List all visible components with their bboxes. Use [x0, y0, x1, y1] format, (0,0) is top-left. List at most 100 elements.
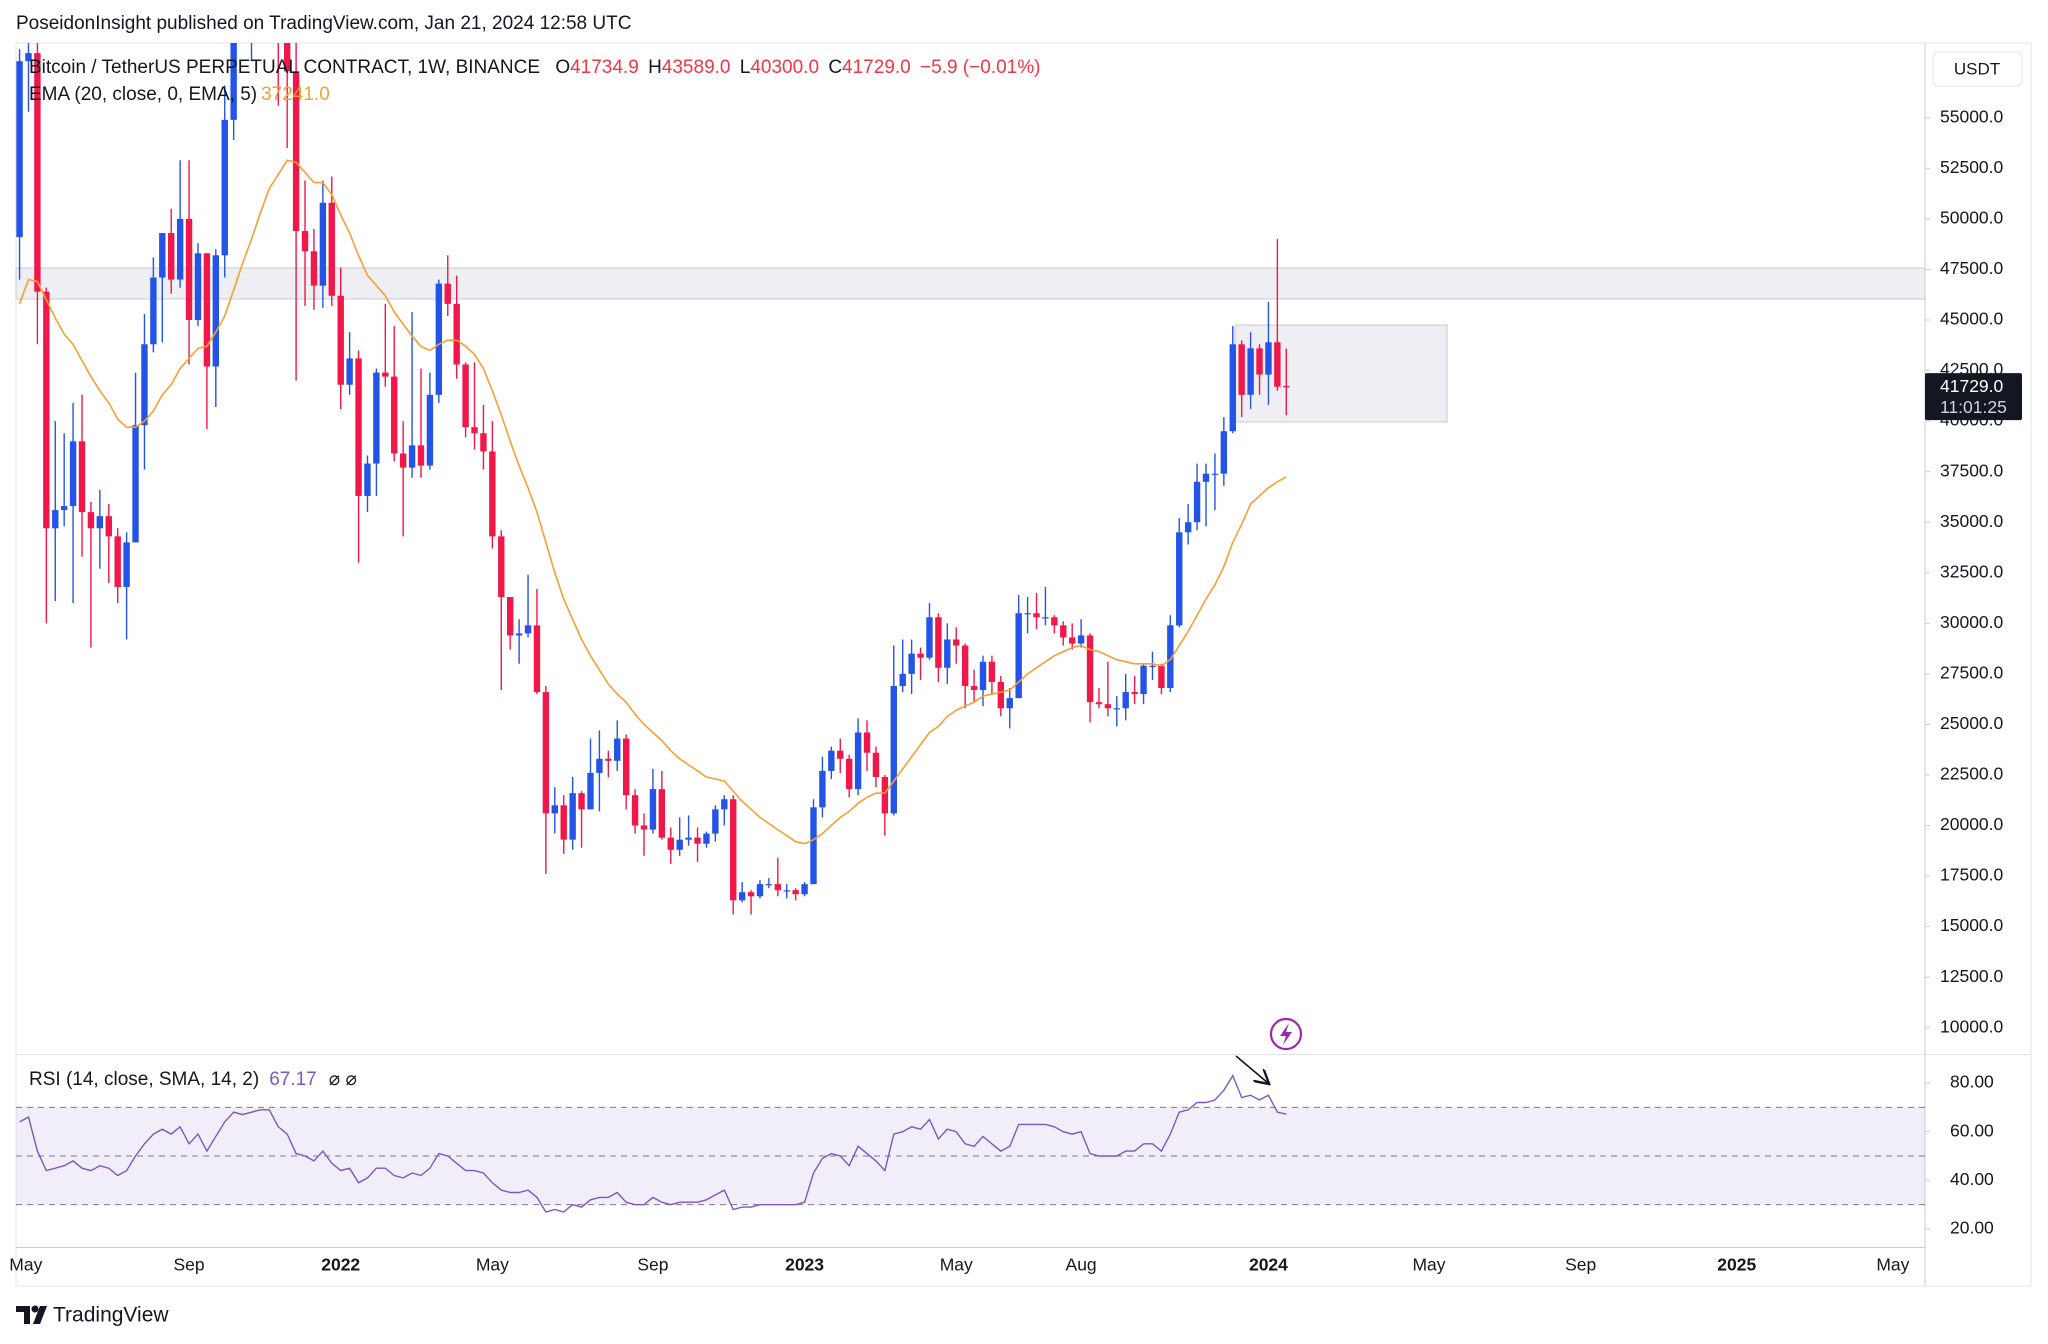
candle-body: [43, 291, 50, 529]
rsi-tick-label: 60.00: [1950, 1120, 1994, 1140]
candle-body: [551, 805, 559, 814]
candle-body: [899, 673, 906, 686]
ohlc-value: 41729.0: [842, 57, 911, 78]
candle-body: [1283, 386, 1290, 388]
price-pane: [16, 43, 1290, 915]
candle-body: [132, 425, 139, 543]
candle-body: [747, 892, 755, 897]
candle-body: [828, 750, 835, 771]
candle-body: [489, 451, 496, 537]
y-tick-label: 52500.0: [1940, 157, 2004, 177]
x-tick-label: 2024: [1249, 1255, 1288, 1275]
rsi-tick-label: 80.00: [1950, 1072, 1994, 1092]
candle-body: [845, 758, 853, 790]
y-tick-label: 17500.0: [1940, 865, 2004, 885]
candle-body: [141, 344, 148, 426]
candle-body: [1202, 473, 1210, 482]
candle-body: [738, 892, 746, 901]
candle-body: [774, 884, 782, 891]
candle-body: [515, 633, 523, 636]
candle-body: [765, 884, 773, 886]
candle-body: [935, 617, 942, 668]
candle-body: [471, 427, 478, 434]
candle-body: [926, 617, 933, 658]
candle-body: [783, 890, 790, 892]
y-tick-label: 37500.0: [1940, 460, 2004, 480]
candle-body: [1274, 342, 1281, 387]
candle-body: [1042, 617, 1049, 619]
candle-body: [301, 231, 309, 252]
candle-body: [480, 433, 487, 452]
ohlc-value: 41734.9: [570, 57, 639, 78]
candle-body: [1149, 665, 1156, 667]
candle-body: [721, 799, 728, 810]
rsi-tick-label: 20.00: [1950, 1218, 1994, 1238]
ohlc-key: C: [828, 57, 843, 78]
x-tick-label: Sep: [637, 1255, 668, 1275]
candle-body: [953, 639, 960, 646]
y-tick-label: 20000.0: [1940, 814, 2004, 834]
rsi-line: [19, 1074, 1287, 1213]
ema-legend: EMA (20, close, 0, EMA, 5) 37241.0: [29, 84, 334, 106]
candle-body: [96, 516, 104, 529]
candle-body: [1033, 613, 1040, 618]
y-tick-label: 35000.0: [1940, 511, 2004, 531]
candle-body: [1176, 532, 1183, 626]
candle-body: [997, 681, 1005, 709]
y-tick-label: 32500.0: [1940, 561, 2004, 581]
rsi-band: [16, 1107, 1925, 1205]
candle-body: [1184, 522, 1192, 533]
currency-button[interactable]: [1932, 51, 2023, 87]
brand-name: TradingView: [53, 1304, 169, 1327]
candle-body: [1122, 692, 1129, 709]
x-tick-label: May: [1412, 1255, 1445, 1275]
candle-body: [649, 789, 657, 830]
candle-body: [908, 653, 915, 674]
candle-body: [1247, 348, 1254, 395]
candle-body: [373, 372, 380, 464]
candle-body: [221, 119, 228, 256]
ohlc-key: L: [739, 57, 751, 78]
candle-body: [730, 799, 737, 901]
logo-mark: [16, 1306, 30, 1324]
candle-body: [890, 685, 897, 814]
y-tick-label: 30000.0: [1940, 612, 2004, 632]
candle-body: [587, 772, 594, 810]
candle-body: [1060, 625, 1067, 638]
candle-body: [970, 685, 978, 691]
rsi-icons: ⌀ ⌀: [328, 1069, 357, 1090]
candle-body: [60, 506, 68, 511]
candle-body: [176, 218, 184, 280]
candle-body: [944, 639, 951, 668]
candle-body: [328, 202, 335, 296]
ohlc-key: O: [555, 57, 571, 78]
candle-body: [622, 738, 630, 796]
candle-body: [917, 653, 924, 658]
candle-body: [346, 358, 353, 385]
candle-body: [560, 805, 567, 840]
candle-body: [1211, 473, 1219, 475]
publisher-line: PoseidonInsight published on TradingView…: [16, 13, 632, 34]
candle-body: [399, 453, 407, 468]
candle-body: [498, 536, 505, 598]
candle-body: [1051, 617, 1058, 626]
x-tick-label: Sep: [173, 1255, 204, 1275]
last-price-box: [1925, 373, 2022, 421]
currency-label: USDT: [1954, 59, 2000, 78]
y-tick-label: 45000.0: [1940, 309, 2004, 329]
candle-body: [819, 770, 826, 808]
ema-line: [18, 159, 1287, 845]
candle-body: [1006, 698, 1013, 709]
candle-body: [1104, 704, 1112, 709]
candle-body: [408, 445, 416, 468]
candle-body: [1140, 665, 1147, 695]
candle-body: [194, 253, 202, 321]
y-tick-label: 27500.0: [1940, 662, 2004, 682]
candle-body: [801, 884, 808, 895]
x-tick-label: 2025: [1717, 1255, 1756, 1275]
y-tick-label: 15000.0: [1940, 915, 2004, 935]
candle-body: [988, 661, 996, 682]
candle-body: [283, 43, 291, 72]
